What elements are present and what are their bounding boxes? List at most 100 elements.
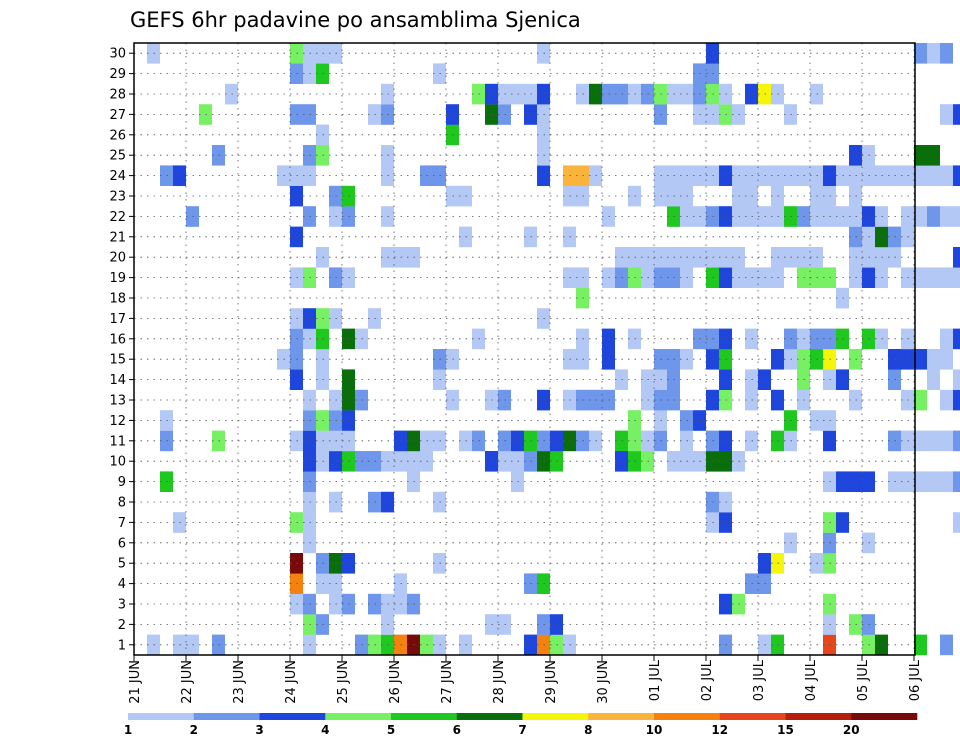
x-tick-label: 28 JUN xyxy=(492,660,507,704)
y-tick-label: 10 xyxy=(109,455,126,470)
precip-cell xyxy=(940,389,953,411)
precip-cell xyxy=(953,267,960,288)
precip-cell xyxy=(953,206,960,227)
precip-cell xyxy=(927,43,940,64)
precip-cell xyxy=(940,430,953,452)
colorbar-label: 4 xyxy=(321,723,329,737)
precip-cell xyxy=(927,165,940,186)
precip-cell xyxy=(914,145,927,166)
colorbar: 1 2 3 4 5 6 7 8 10 12 15 20 xyxy=(124,713,918,737)
colorbar-label: 8 xyxy=(584,723,592,737)
precip-cell xyxy=(914,267,927,288)
x-tick-label: 23 JUN xyxy=(232,660,247,704)
colorbar-label: 2 xyxy=(190,723,198,737)
precip-cell xyxy=(940,328,953,350)
precip-cell xyxy=(940,634,953,656)
y-tick-label: 2 xyxy=(118,618,126,633)
y-tick-label: 30 xyxy=(109,47,126,62)
x-tick-label: 04 JUL xyxy=(804,659,819,701)
y-tick-label: 15 xyxy=(109,353,126,368)
x-tick-label: 21 JUN xyxy=(128,660,143,704)
y-tick-label: 22 xyxy=(109,210,126,225)
y-tick-label: 27 xyxy=(109,108,126,123)
colorbar-swatch xyxy=(522,713,589,720)
colorbar-swatch xyxy=(325,713,392,720)
precip-cell xyxy=(953,328,960,350)
y-tick-label: 28 xyxy=(109,88,126,103)
colorbar-swatch xyxy=(456,713,523,720)
precip-cell xyxy=(914,43,927,64)
colorbar-label: 15 xyxy=(777,723,794,737)
precip-cell xyxy=(940,267,953,288)
y-tick-label: 14 xyxy=(109,373,126,388)
x-tick-label: 06 JUL xyxy=(908,659,923,701)
colorbar-swatch xyxy=(851,713,918,720)
precip-cell xyxy=(914,634,927,656)
colorbar-label: 7 xyxy=(518,723,526,737)
precip-cell xyxy=(927,349,940,370)
colorbar-label: 6 xyxy=(453,723,461,737)
precip-cell xyxy=(927,430,940,452)
precip-cell xyxy=(940,206,953,227)
y-tick-label: 9 xyxy=(118,475,126,490)
precip-cell xyxy=(953,471,960,492)
y-tick-label: 11 xyxy=(109,434,126,449)
colorbar-swatch xyxy=(259,713,326,720)
y-tick-label: 24 xyxy=(109,169,126,184)
precip-cell xyxy=(953,369,960,390)
precip-cell xyxy=(940,471,953,492)
y-tick-label: 3 xyxy=(118,598,126,613)
precip-cell xyxy=(914,349,927,370)
precip-cell xyxy=(953,165,960,186)
y-tick-label: 17 xyxy=(109,312,126,327)
y-tick-label: 26 xyxy=(109,128,126,143)
precip-cell xyxy=(953,430,960,452)
precip-cell xyxy=(914,471,927,492)
y-tick-label: 16 xyxy=(109,332,126,347)
x-tick-label: 29 JUN xyxy=(544,660,559,704)
x-tick-label: 03 JUL xyxy=(752,659,767,701)
data-cells xyxy=(147,43,960,656)
y-tick-label: 8 xyxy=(118,496,126,511)
x-tick-label: 05 JUL xyxy=(856,659,871,701)
y-tick-label: 1 xyxy=(118,638,126,653)
precip-cell xyxy=(927,267,940,288)
colorbar-swatch xyxy=(785,713,852,720)
y-tick-label: 4 xyxy=(118,577,126,592)
y-axis: 1234567891011121314151617181920212223242… xyxy=(109,47,134,653)
precip-cell xyxy=(940,43,953,64)
x-tick-label: 25 JUN xyxy=(336,660,351,704)
precip-cell xyxy=(940,349,953,370)
plot-frame xyxy=(133,42,916,656)
x-tick-label: 30 JUN xyxy=(596,660,611,704)
precip-cell xyxy=(953,512,960,533)
colorbar-label: 20 xyxy=(843,723,860,737)
colorbar-label: 1 xyxy=(124,723,132,737)
precip-cell xyxy=(914,430,927,452)
y-tick-label: 18 xyxy=(109,292,126,307)
precip-cell xyxy=(914,165,927,186)
y-tick-label: 5 xyxy=(118,557,126,572)
x-tick-label: 22 JUN xyxy=(180,660,195,704)
x-tick-label: 27 JUN xyxy=(440,660,455,704)
y-tick-label: 20 xyxy=(109,251,126,266)
x-tick-label: 24 JUN xyxy=(284,660,299,704)
precip-cell xyxy=(940,104,953,125)
precip-cell xyxy=(914,389,927,411)
precip-cell xyxy=(927,471,940,492)
y-tick-label: 29 xyxy=(109,67,126,82)
precip-cell xyxy=(927,145,940,166)
precip-cell xyxy=(914,206,927,227)
precip-cell xyxy=(940,165,953,186)
colorbar-label: 3 xyxy=(255,723,263,737)
colorbar-swatch xyxy=(654,713,721,720)
precip-cell xyxy=(953,389,960,411)
colorbar-label: 12 xyxy=(711,723,728,737)
x-tick-label: 02 JUL xyxy=(700,659,715,701)
colorbar-swatch xyxy=(719,713,786,720)
y-tick-label: 25 xyxy=(109,149,126,164)
y-tick-label: 23 xyxy=(109,190,126,205)
colorbar-label: 5 xyxy=(387,723,395,737)
